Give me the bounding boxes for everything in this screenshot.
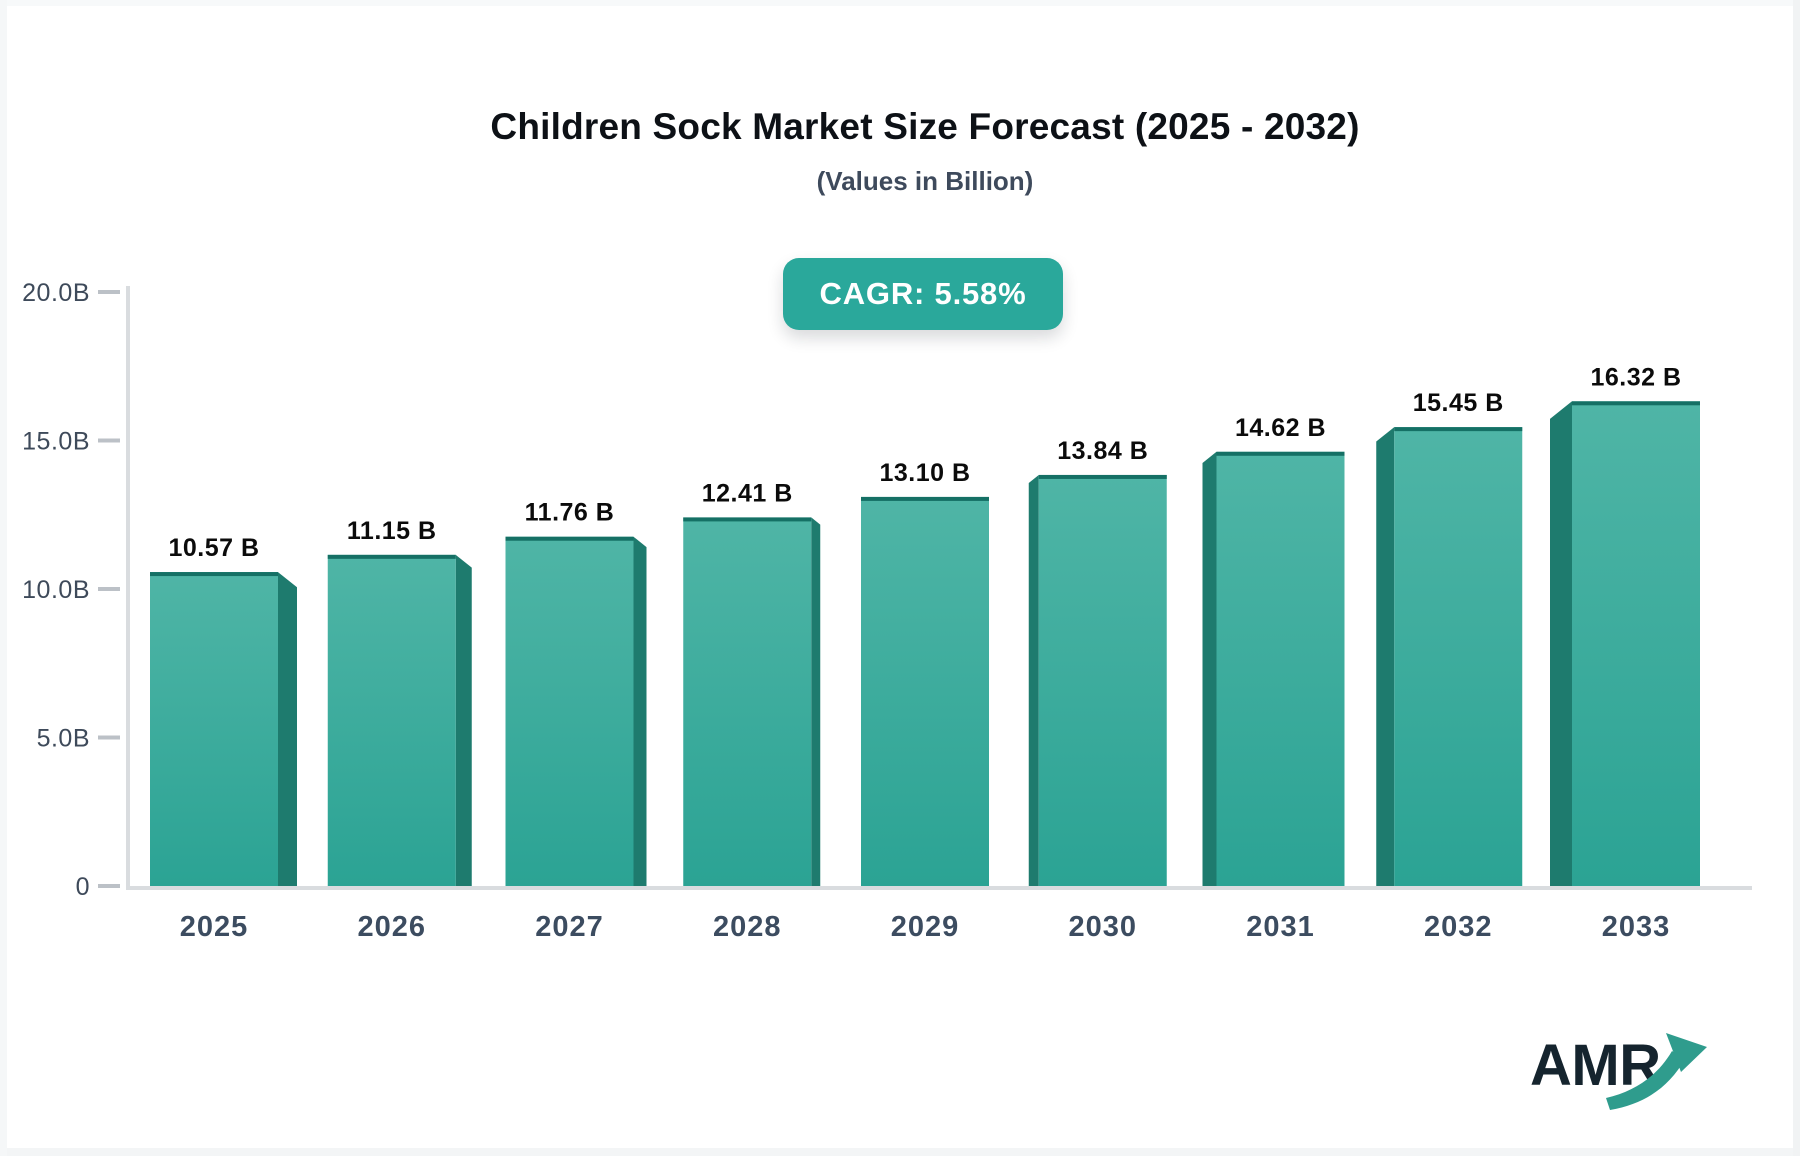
bar-top-edge-2025 <box>150 572 278 577</box>
bar-2026 <box>327 554 456 886</box>
bar-top-edge-2032 <box>1394 427 1523 432</box>
bar-side-2031 <box>1202 451 1217 886</box>
bar-value-label: 13.10 B <box>879 459 970 487</box>
x-axis-label-2032: 2032 <box>1424 911 1493 943</box>
window-edge-right <box>1793 0 1800 1156</box>
y-tick-label: 20.0B <box>22 279 90 307</box>
x-axis-label-2028: 2028 <box>713 911 782 943</box>
x-axis-label-2029: 2029 <box>891 911 960 943</box>
bar-side-2027 <box>633 536 647 886</box>
bar-value-label: 11.15 B <box>347 517 437 545</box>
x-axis-label-2026: 2026 <box>357 911 426 943</box>
bar-2033 <box>1572 401 1700 886</box>
bar-side-2026 <box>455 554 472 886</box>
y-tick-label: 5.0B <box>37 725 90 753</box>
bar-top-edge-2027 <box>505 536 634 541</box>
bar-value-label: 16.32 B <box>1590 363 1681 391</box>
bar-side-2033 <box>1550 401 1572 886</box>
arrow-swoosh <box>1606 1051 1685 1110</box>
page-subtitle: (Values in Billion) <box>816 166 1034 196</box>
bar-top-edge-2030 <box>1038 474 1167 479</box>
bar-2031 <box>1216 451 1345 886</box>
x-axis-label-2033: 2033 <box>1602 911 1671 943</box>
bar-2028 <box>683 517 812 886</box>
bar-top-edge-2031 <box>1216 451 1345 456</box>
brand-logo: AMR <box>1530 1032 1730 1132</box>
bar-2030 <box>1038 474 1167 886</box>
cagr-badge: CAGR: 5.58% <box>783 258 1063 330</box>
bar-side-2030 <box>1028 474 1039 886</box>
bar-value-label: 12.41 B <box>702 479 793 507</box>
x-axis-label-2025: 2025 <box>180 911 249 943</box>
cagr-badge-label: CAGR: 5.58% <box>819 276 1027 311</box>
window-edge-top <box>0 0 1800 6</box>
y-tick-label: 15.0B <box>22 428 90 456</box>
bar-value-label: 13.84 B <box>1057 437 1148 465</box>
y-tick-label: 10.0B <box>22 576 90 604</box>
bar-top-edge-2029 <box>861 496 989 501</box>
bar-2025 <box>150 572 278 886</box>
window-edge-left <box>0 0 7 1156</box>
bar-value-label: 14.62 B <box>1235 414 1326 442</box>
bar-2027 <box>505 536 634 886</box>
arrow-head <box>1666 1033 1707 1072</box>
bar-2029 <box>861 496 989 886</box>
x-axis-label-2031: 2031 <box>1246 911 1315 943</box>
bar-value-label: 11.76 B <box>525 499 615 527</box>
bar-value-label: 10.57 B <box>168 534 259 562</box>
bar-top-edge-2033 <box>1572 401 1700 406</box>
bar-2032 <box>1394 427 1523 886</box>
y-tick-label: 0 <box>76 873 90 901</box>
x-axis-label-2027: 2027 <box>535 911 604 943</box>
growth-arrow-icon <box>1606 1033 1707 1110</box>
window-edge-bottom <box>0 1148 1800 1156</box>
bar-value-label: 15.45 B <box>1413 389 1504 417</box>
bar-top-edge-2028 <box>683 517 812 522</box>
x-axis-label-2030: 2030 <box>1068 911 1137 943</box>
bar-side-2028 <box>811 517 821 886</box>
page-title: Children Sock Market Size Forecast (2025… <box>490 106 1360 147</box>
bar-top-edge-2026 <box>327 554 456 559</box>
bar-side-2032 <box>1376 427 1395 886</box>
bar-side-2025 <box>278 572 297 886</box>
